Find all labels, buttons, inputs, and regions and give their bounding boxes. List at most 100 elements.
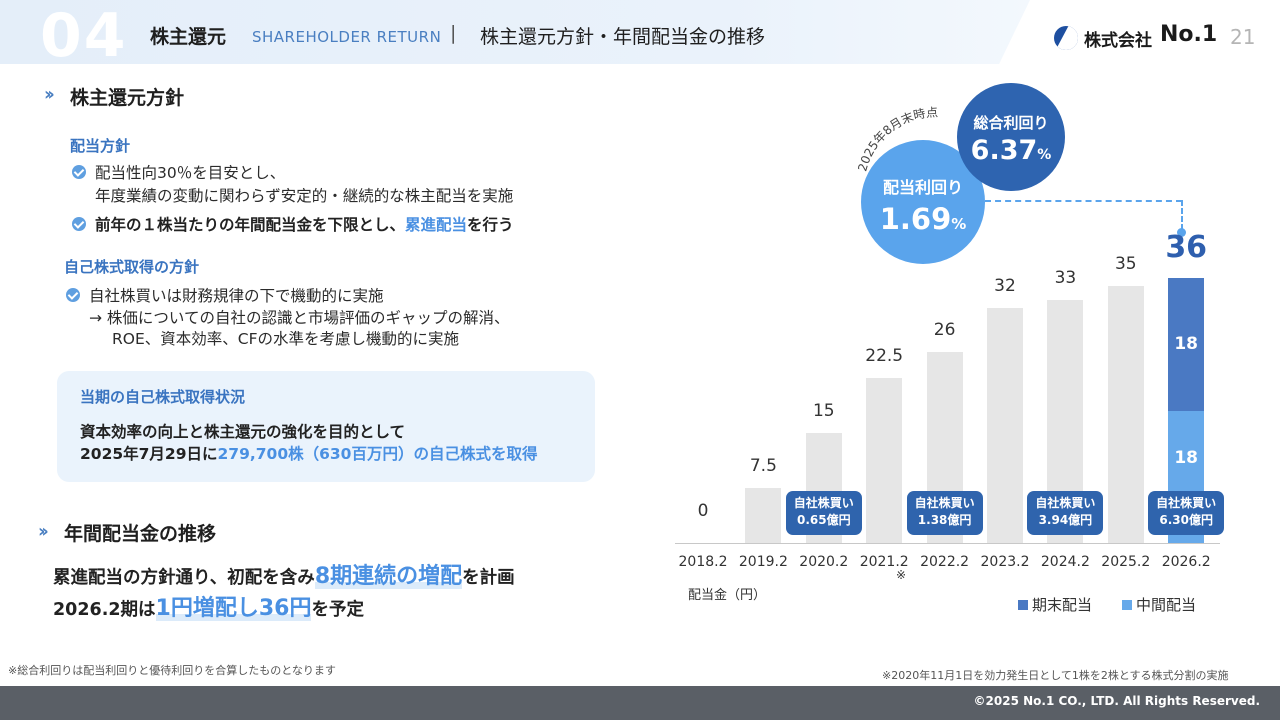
split-note-mark: ※ bbox=[896, 568, 907, 582]
dividend-policy-item1-line2: 年度業績の変動に関わらず安定的・継続的な株主配当を実施 bbox=[95, 187, 514, 205]
bar-value-label: 0 bbox=[697, 501, 709, 521]
trend-line2-highlight: 1円増配し36円 bbox=[155, 596, 312, 621]
dividend-bar bbox=[987, 307, 1023, 543]
bar-value-label: 22.5 bbox=[865, 345, 904, 366]
x-tick-label: 2022.2 bbox=[920, 554, 970, 570]
dividend-policy-heading: 配当方針 bbox=[70, 137, 131, 155]
buyback-policy-item1-sub2: ROE、資本効率、CFの水準を考慮し機動的に実施 bbox=[112, 330, 460, 348]
trend-line2-post: を予定 bbox=[311, 600, 364, 620]
footer-bar bbox=[0, 686, 1280, 720]
total-yield-unit: % bbox=[1037, 147, 1052, 163]
final-dividend-value: 18 bbox=[1174, 333, 1199, 354]
interim-dividend-value: 18 bbox=[1174, 447, 1199, 468]
dividend-bar bbox=[745, 487, 782, 543]
x-tick-label: 2018.2 bbox=[678, 554, 728, 570]
buyback-badge-label: 自社株買い bbox=[914, 496, 975, 510]
buyback-policy-heading: 自己株式取得の方針 bbox=[64, 258, 200, 276]
current-buyback-heading: 当期の自己株式取得状況 bbox=[80, 388, 246, 406]
trend-line2-pre: 2026.2期は bbox=[53, 600, 156, 620]
trend-line2: 2026.2期は1円増配し36円を予定 bbox=[53, 590, 364, 622]
trend-section-title: 年間配当金の推移 bbox=[64, 523, 217, 545]
buyback-badge: 自社株買い 6.30億円 bbox=[1148, 491, 1225, 535]
current-buyback-amount: 279,700株（630百万円）の自己株式を取得 bbox=[217, 445, 538, 463]
chevron-right-icon: ›› bbox=[44, 84, 55, 105]
total-yield-circle: 総合利回り 6.37% bbox=[957, 83, 1065, 191]
buyback-policy-item1: 自社株買いは財務規律の下で機動的に実施 bbox=[89, 287, 384, 305]
buyback-badge-label: 自社株買い bbox=[793, 496, 854, 510]
footnote-right: ※2020年11月1日を効力発生日として1株を2株とする株式分割の実施 bbox=[882, 669, 1229, 682]
legend-interim-swatch bbox=[1122, 600, 1132, 610]
page-number: 21 bbox=[1230, 25, 1256, 49]
x-tick-label: 2024.2 bbox=[1040, 554, 1090, 570]
x-tick-label: 2020.2 bbox=[799, 554, 849, 570]
bar-value-label: 33 bbox=[1054, 268, 1077, 289]
buyback-badge-label: 自社株買い bbox=[1035, 496, 1096, 510]
check-circle-icon bbox=[66, 288, 80, 302]
current-buyback-box bbox=[57, 371, 595, 482]
bar-value-label: 35 bbox=[1114, 253, 1137, 274]
header-title: 株主還元 bbox=[150, 26, 227, 48]
current-buyback-date: 2025年7月29日に bbox=[80, 445, 218, 463]
dividend-yield-value: 1.69 bbox=[879, 202, 952, 236]
x-axis bbox=[675, 543, 1220, 544]
buyback-badge: 自社株買い 0.65億円 bbox=[785, 491, 862, 535]
company-logo-icon bbox=[1054, 26, 1078, 50]
bar-value-label: 15 bbox=[812, 400, 835, 421]
y-unit-label: 配当金（円） bbox=[688, 588, 767, 603]
yield-connector-line bbox=[985, 200, 1182, 202]
final-dividend-bar bbox=[1168, 278, 1205, 411]
x-tick-label: 2026.2 bbox=[1161, 554, 1211, 570]
company-name-no1: No.1 bbox=[1160, 22, 1218, 47]
dividend-yield-value-wrap: 1.69% bbox=[861, 202, 985, 236]
total-yield-value-wrap: 6.37% bbox=[957, 135, 1065, 166]
copyright: ©2025 No.1 CO., LTD. All Rights Reserved… bbox=[973, 694, 1260, 708]
dividend-policy-item2: 前年の１株当たりの年間配当金を下限とし、累進配当を行う bbox=[95, 213, 514, 235]
dividend-bar bbox=[1107, 285, 1144, 543]
dividend-bar bbox=[866, 377, 903, 543]
check-circle-icon bbox=[72, 165, 86, 179]
dividend-yield-unit: % bbox=[951, 215, 967, 233]
policy-section-title: 株主還元方針 bbox=[70, 87, 185, 109]
dividend-policy-item2-post: を行う bbox=[467, 216, 514, 234]
company-name: 株式会社 bbox=[1084, 31, 1152, 51]
buyback-badge-amount: 6.30億円 bbox=[1159, 513, 1213, 527]
current-buyback-line1: 資本効率の向上と株主還元の強化を目的として bbox=[80, 423, 406, 441]
bar-value-label: 26 bbox=[933, 319, 956, 340]
page-title: 株主還元方針・年間配当金の推移 bbox=[480, 26, 766, 48]
dividend-policy-item2-highlight: 累進配当 bbox=[405, 216, 468, 234]
header-separator: | bbox=[450, 22, 457, 44]
header-subtitle: SHAREHOLDER RETURN bbox=[252, 28, 442, 46]
dividend-yield-circle: 配当利回り 1.69% bbox=[861, 140, 985, 264]
trend-line1-highlight: 8期連続の増配 bbox=[314, 564, 463, 589]
buyback-badge-label: 自社株買い bbox=[1156, 496, 1217, 510]
check-circle-icon bbox=[72, 217, 86, 231]
buyback-badge: 自社株買い 3.94億円 bbox=[1027, 491, 1104, 535]
trend-line1: 累進配当の方針通り、初配を含み8期連続の増配を計画 bbox=[53, 558, 515, 590]
dividend-policy-item1-line1: 配当性向30％を目安とし、 bbox=[95, 164, 286, 182]
current-buyback-line2: 2025年7月29日に279,700株（630百万円）の自己株式を取得 bbox=[80, 442, 537, 464]
dividend-policy-item2-pre: 前年の１株当たりの年間配当金を下限とし、 bbox=[95, 216, 406, 234]
chevron-right-icon: ›› bbox=[38, 521, 49, 542]
legend-final-swatch bbox=[1018, 600, 1028, 610]
legend-interim-label: 中間配当 bbox=[1136, 596, 1197, 614]
footnote-left: ※総合利回りは配当利回りと優待利回りを合算したものとなります bbox=[8, 664, 336, 677]
total-yield-label: 総合利回り bbox=[973, 114, 1049, 132]
legend-final-label: 期末配当 bbox=[1032, 596, 1093, 614]
trend-line1-pre: 累進配当の方針通り、初配を含み bbox=[53, 568, 315, 588]
dividend-yield-label: 配当利回り bbox=[882, 178, 963, 197]
bar-value-label: 32 bbox=[994, 275, 1016, 296]
x-tick-label: 2023.2 bbox=[980, 554, 1030, 570]
buyback-badge-amount: 3.94億円 bbox=[1038, 513, 1093, 527]
total-yield-value: 6.37 bbox=[970, 135, 1038, 166]
x-tick-label: 2025.2 bbox=[1101, 554, 1151, 570]
yield-connector-dot bbox=[1177, 228, 1186, 237]
x-tick-label: 2019.2 bbox=[738, 554, 788, 570]
trend-line1-post: を計画 bbox=[462, 568, 515, 588]
x-tick-label: 2021.2 bbox=[859, 554, 909, 570]
buyback-badge-amount: 0.65億円 bbox=[796, 513, 851, 527]
buyback-badge: 自社株買い 1.38億円 bbox=[906, 491, 983, 535]
section-number: 04 bbox=[40, 1, 128, 71]
buyback-badge-amount: 1.38億円 bbox=[917, 513, 972, 527]
yield-connector-line bbox=[1181, 200, 1183, 230]
buyback-policy-item1-sub1: → 株価についての自社の認識と市場評価のギャップの解消、 bbox=[89, 309, 510, 327]
